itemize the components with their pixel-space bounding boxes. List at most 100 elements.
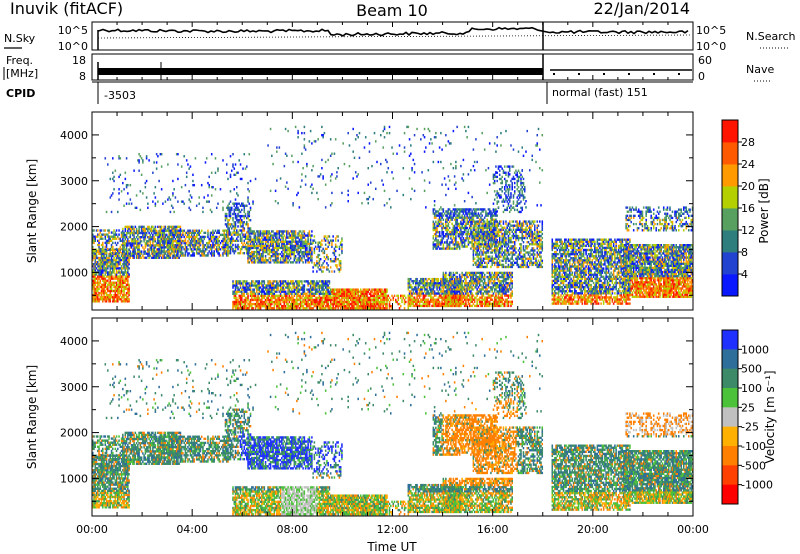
power-cell — [269, 296, 272, 300]
power-cell — [279, 240, 282, 243]
power-cell — [230, 227, 233, 230]
power-cell — [267, 296, 269, 300]
power-cell — [291, 230, 293, 233]
power-cell — [288, 290, 291, 293]
power-cell — [103, 293, 105, 297]
power-cell — [125, 298, 128, 301]
power-cell — [353, 294, 356, 298]
power-cell — [104, 235, 107, 238]
power-cell — [256, 290, 258, 293]
power-cell — [318, 290, 321, 293]
power-cell — [140, 250, 143, 253]
power-cell — [451, 218, 453, 221]
power-cell — [267, 282, 269, 285]
power-cell — [452, 237, 455, 240]
power-cell — [99, 298, 102, 301]
power-cell — [241, 237, 243, 240]
power-cell — [232, 216, 234, 220]
power-cell — [139, 242, 142, 245]
power-cell — [292, 244, 294, 248]
power-cell — [173, 227, 175, 231]
power-cell — [277, 244, 279, 248]
power-cell — [174, 225, 177, 229]
power-cell — [368, 302, 371, 306]
power-cell — [359, 294, 362, 298]
power-cell — [293, 252, 296, 256]
power-cell — [441, 300, 443, 303]
power-cell — [334, 243, 337, 246]
power-cell — [443, 290, 446, 293]
power-cell — [107, 233, 109, 236]
power-cell — [262, 238, 264, 241]
power-cell — [422, 277, 425, 281]
power-cell — [284, 257, 287, 260]
power-cell — [337, 304, 339, 308]
power-cell — [269, 286, 272, 289]
power-cell — [118, 285, 120, 289]
power-cell — [155, 229, 158, 233]
power-cell — [123, 296, 125, 299]
power-cell — [147, 250, 149, 253]
power-cell — [97, 265, 99, 268]
power-cell — [438, 302, 441, 306]
power-cell — [112, 296, 114, 299]
power-cell — [232, 243, 234, 247]
power-cell — [157, 254, 159, 257]
power-cell — [257, 250, 259, 254]
power-cell — [209, 246, 212, 249]
power-cell — [272, 240, 274, 243]
power-cell — [336, 235, 338, 238]
power-cell — [425, 277, 427, 281]
power-cell — [437, 210, 440, 213]
nsky-tick-bottom: 10^0 — [58, 40, 88, 53]
power-cell — [445, 220, 447, 223]
power-cell — [383, 298, 386, 302]
power-cell — [119, 291, 122, 295]
power-cell — [105, 241, 108, 245]
power-cell — [382, 296, 385, 300]
power-cell — [177, 246, 179, 249]
power-cell — [428, 300, 431, 303]
power-cell — [369, 302, 372, 306]
power-cell — [150, 244, 153, 247]
power-cell — [137, 246, 139, 249]
power-cell — [266, 259, 268, 262]
power-cell — [152, 248, 154, 251]
power-cell — [118, 260, 120, 264]
power-cell — [145, 244, 148, 247]
power-cell — [257, 280, 259, 283]
power-cell — [124, 298, 127, 301]
power-cell — [291, 261, 293, 264]
power-cell — [456, 220, 458, 223]
power-cell — [273, 292, 276, 295]
power-cell — [379, 296, 382, 300]
power-cell — [107, 256, 109, 260]
power-cell — [118, 291, 120, 295]
power-cell — [157, 248, 159, 251]
power-cell — [435, 300, 437, 303]
power-cell — [437, 284, 440, 287]
power-cell — [313, 304, 316, 308]
power-cell — [333, 292, 336, 295]
power-cell — [452, 298, 455, 301]
power-cell — [110, 267, 113, 270]
power-cell — [94, 267, 97, 270]
power-cell — [258, 259, 261, 262]
power-cell — [298, 232, 301, 235]
power-cell — [433, 284, 436, 287]
power-cell — [135, 256, 138, 259]
power-cell — [125, 252, 128, 255]
power-cell — [324, 294, 327, 298]
power-cell — [238, 280, 241, 283]
power-cell — [432, 277, 435, 281]
power-cell — [453, 304, 456, 308]
power-cell — [273, 238, 276, 241]
power-cell — [115, 287, 118, 291]
power-cell — [437, 298, 440, 301]
power-cell — [247, 244, 249, 248]
power-cell — [230, 247, 233, 251]
power-cell — [168, 250, 170, 253]
power-cell — [160, 248, 163, 251]
power-cell — [132, 240, 134, 243]
